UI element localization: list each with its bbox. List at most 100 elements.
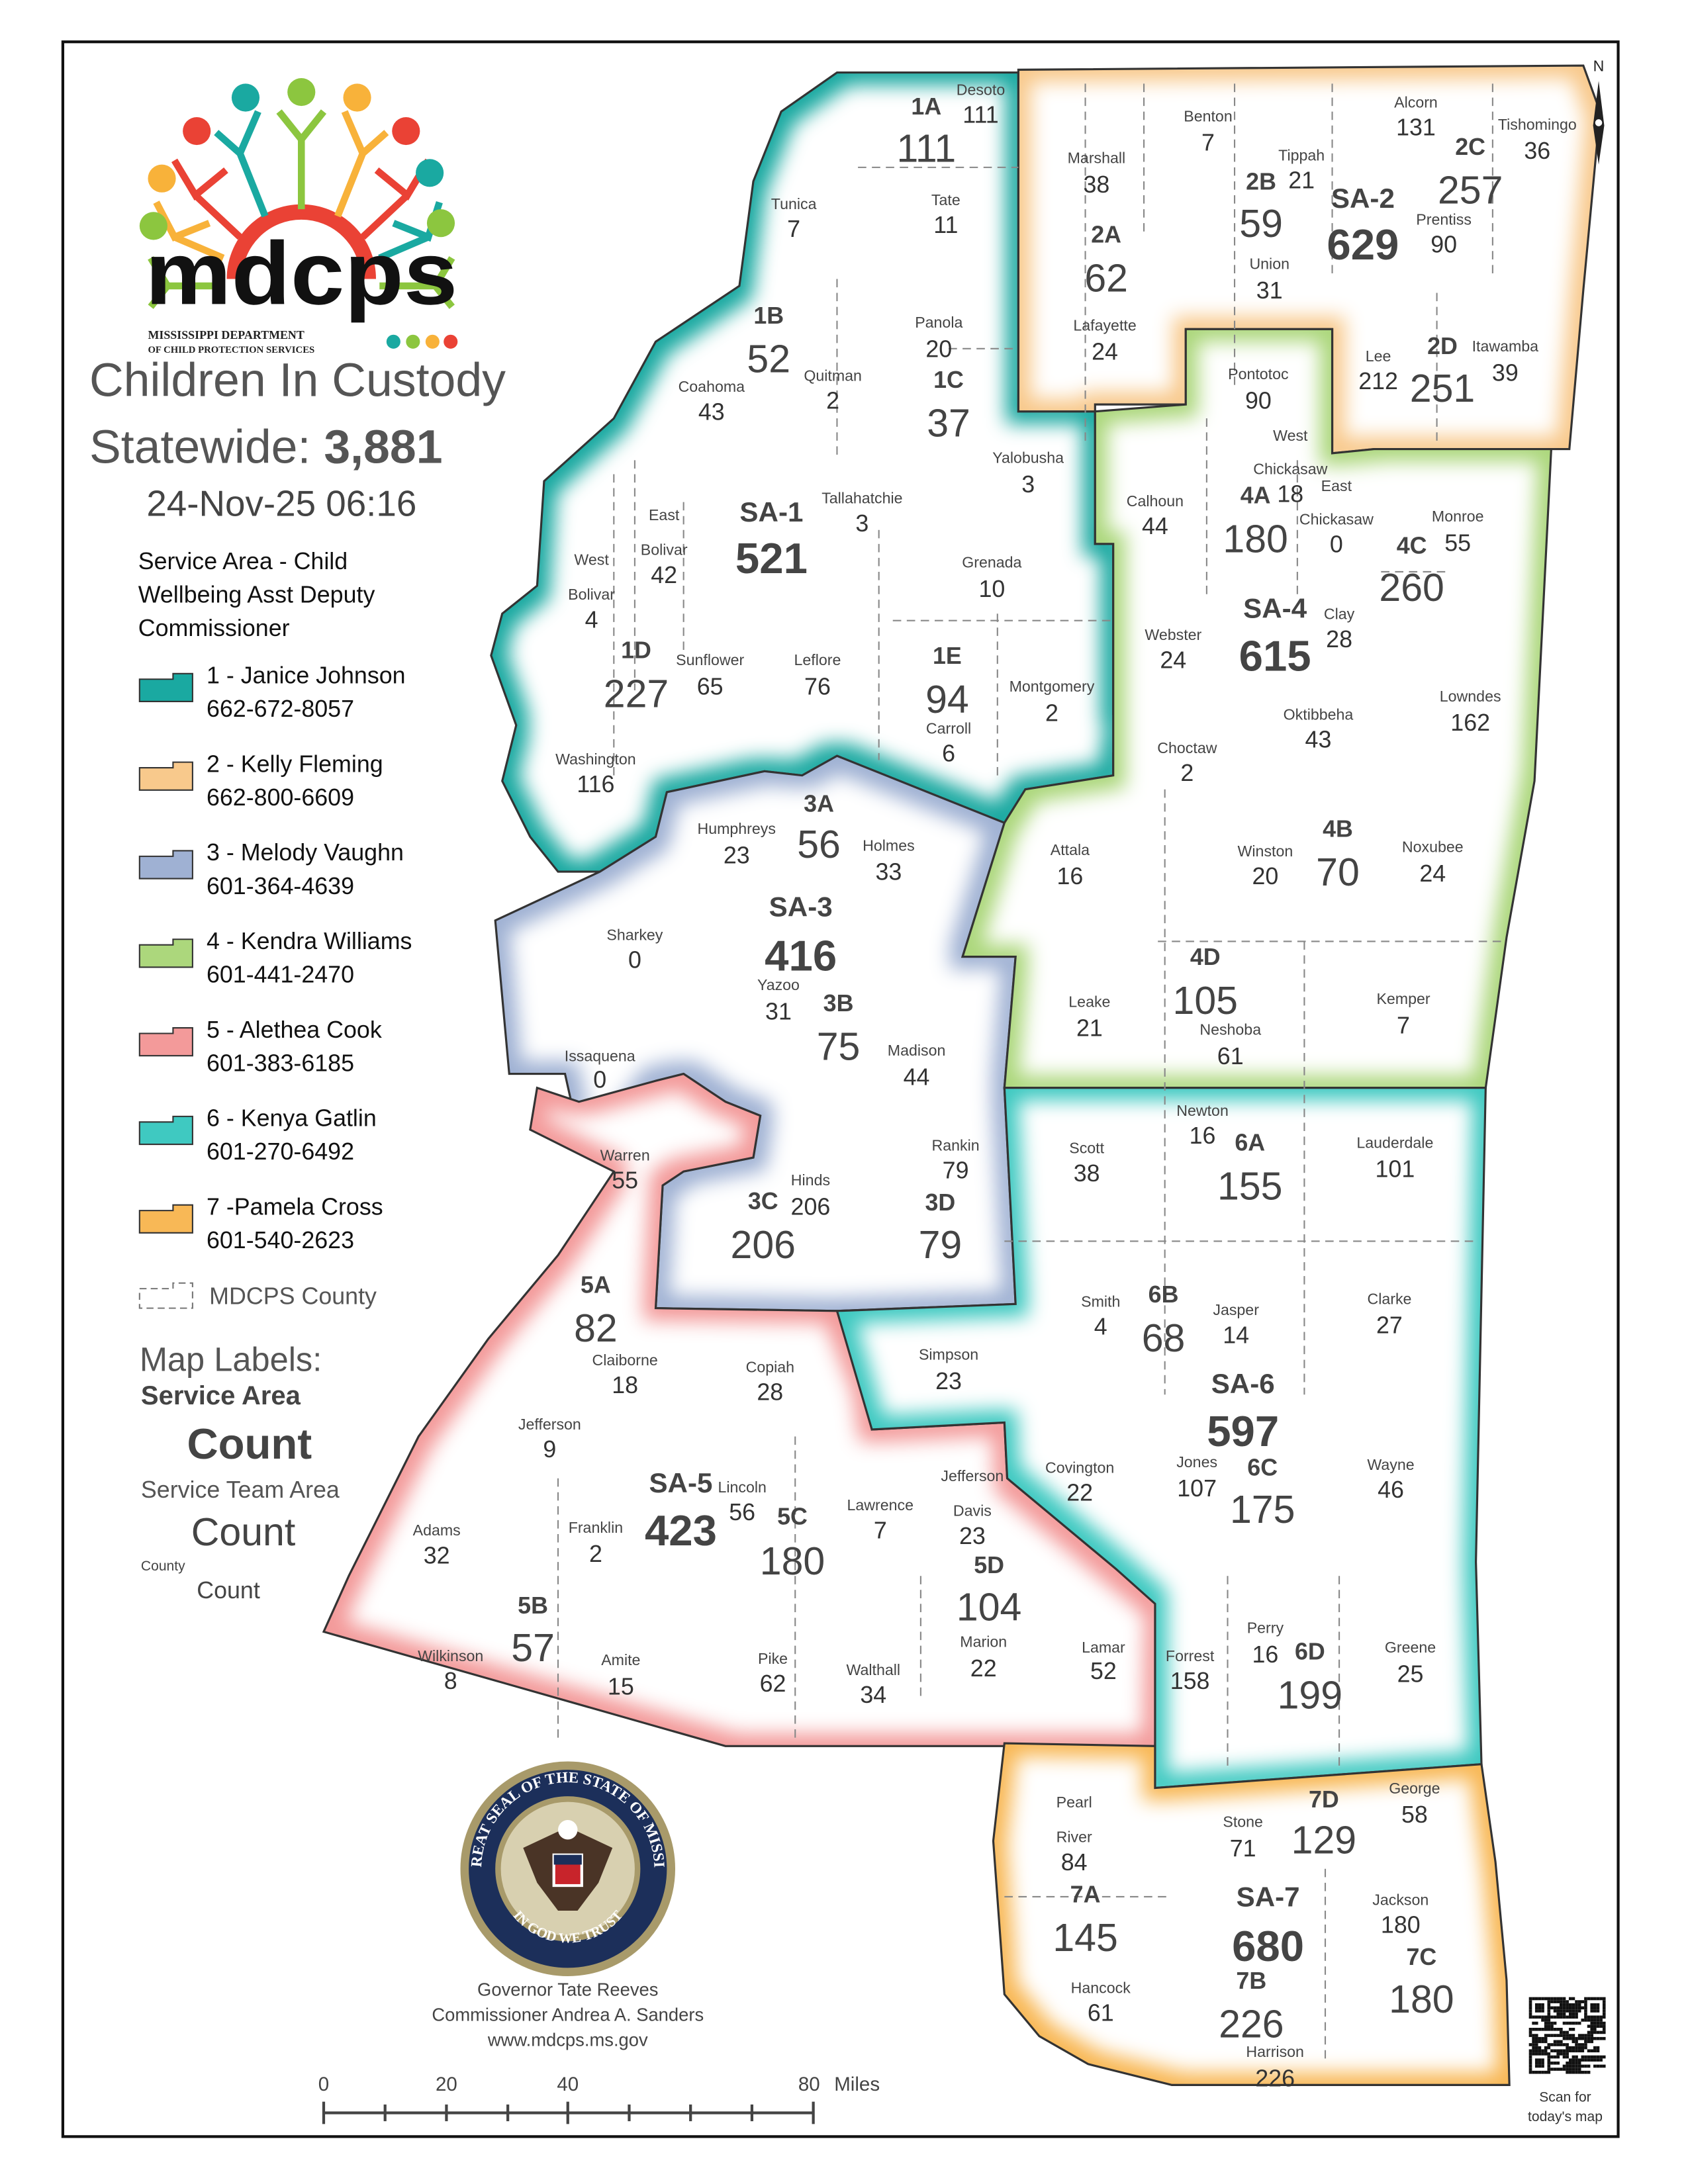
county-count: 76 xyxy=(804,673,831,700)
county-count: 31 xyxy=(1256,277,1283,304)
legend-phone: 601-540-2623 xyxy=(207,1227,354,1253)
county-count: 2 xyxy=(589,1541,602,1567)
statewide-total: Statewide: 3,881 xyxy=(89,421,443,474)
key-county-count: Count xyxy=(197,1577,260,1604)
key-county: County xyxy=(141,1559,185,1574)
county-count: 62 xyxy=(760,1670,786,1697)
logo-line1: MISSISSIPPI DEPARTMENT xyxy=(148,328,304,341)
county-name: Jasper xyxy=(1213,1301,1259,1318)
legend-phone: 662-672-8057 xyxy=(207,696,354,722)
service-area-count: 416 xyxy=(765,932,837,980)
county-name: Washington xyxy=(555,751,636,768)
team-area-label: 3A xyxy=(804,790,834,817)
county-name: Marshall xyxy=(1068,150,1126,167)
service-area-label: SA-3 xyxy=(769,891,833,922)
team-area-label: 2C xyxy=(1455,134,1485,160)
county-name: Grenada xyxy=(962,554,1021,571)
county-count: 111 xyxy=(962,101,998,128)
county-name: Union xyxy=(1249,255,1289,273)
county-name: Desoto xyxy=(957,81,1005,98)
scale-bar: 0 20 40 80 Miles xyxy=(318,2073,880,2124)
county-name: West xyxy=(574,551,609,568)
team-area-count: 145 xyxy=(1053,1916,1117,1960)
county-name: Tishomingo xyxy=(1498,116,1577,133)
team-area-label: 7D xyxy=(1309,1786,1339,1813)
county-count: 2 xyxy=(826,387,839,414)
county-name: Itawamba xyxy=(1472,338,1539,355)
key-heading: Map Labels: xyxy=(140,1340,322,1378)
team-area-label: 7A xyxy=(1070,1881,1101,1907)
county-count: 3 xyxy=(855,510,868,537)
legend-name: 3 - Melody Vaughn xyxy=(207,839,404,866)
service-area-label: SA-2 xyxy=(1331,183,1395,214)
county-name: Forrest xyxy=(1166,1647,1215,1664)
county-count: 36 xyxy=(1524,138,1550,164)
county-name: Adams xyxy=(413,1522,461,1539)
legend-heading-line: Wellbeing Asst Deputy xyxy=(138,581,375,608)
footer-website-link[interactable]: www.mdcps.ms.gov xyxy=(487,2029,648,2050)
county-count: 162 xyxy=(1450,709,1490,736)
county-name: Newton xyxy=(1176,1102,1229,1119)
service-area-label: SA-6 xyxy=(1211,1368,1275,1399)
legend-item: 6 - Kenya Gatlin601-270-6492 xyxy=(140,1105,377,1165)
legend-name: 4 - Kendra Williams xyxy=(207,928,412,954)
legend-swatch-icon xyxy=(140,939,193,967)
county-name: Choctaw xyxy=(1157,739,1217,756)
scale-tick-label: 80 xyxy=(798,2073,820,2095)
county-count: 61 xyxy=(1217,1043,1244,1069)
team-area-count: 82 xyxy=(574,1306,618,1350)
page-title: Children In Custody xyxy=(89,353,506,406)
county-name: Tate xyxy=(931,191,961,208)
team-area-count: 251 xyxy=(1410,367,1475,410)
county-count: 42 xyxy=(651,562,677,588)
county-boundary-swatch-icon xyxy=(140,1283,193,1308)
team-area-label: 3D xyxy=(925,1189,956,1216)
county-count: 43 xyxy=(698,398,725,425)
team-area-label: 5D xyxy=(974,1552,1004,1578)
team-area-count: 79 xyxy=(919,1223,962,1267)
county-name: Pontotoc xyxy=(1228,365,1288,383)
team-area-label: 2D xyxy=(1427,333,1458,359)
county-count: 44 xyxy=(904,1064,930,1090)
county-name: River xyxy=(1056,1829,1092,1846)
county-count: 0 xyxy=(1330,531,1343,557)
qr-code[interactable] xyxy=(1529,1997,1606,2074)
county-name: Attala xyxy=(1051,841,1090,858)
legend-heading-line: Commissioner xyxy=(138,615,290,641)
county-count: 38 xyxy=(1083,171,1109,198)
footer-governor: Governor Tate Reeves xyxy=(477,1979,658,2000)
scale-tick-label: 0 xyxy=(318,2073,329,2095)
service-area-label: SA-4 xyxy=(1243,593,1307,624)
county-count: 212 xyxy=(1358,368,1398,394)
county-count: 21 xyxy=(1076,1015,1103,1042)
county-name: Winston xyxy=(1238,842,1293,860)
north-label: N xyxy=(1593,57,1605,74)
team-area-count: 180 xyxy=(760,1539,825,1583)
service-area-count: 597 xyxy=(1207,1407,1279,1455)
team-area-label: 1B xyxy=(753,302,784,329)
legend-name: 1 - Janice Johnson xyxy=(207,662,406,689)
report-timestamp: 24-Nov-25 06:16 xyxy=(146,483,416,524)
county-count: 18 xyxy=(1277,481,1303,508)
team-area-count: 62 xyxy=(1084,256,1128,300)
service-area-count: 423 xyxy=(645,1506,717,1555)
county-count: 0 xyxy=(593,1067,606,1093)
legend-item: 5 - Alethea Cook601-383-6185 xyxy=(140,1017,382,1077)
county-count: 7 xyxy=(874,1517,887,1543)
county-name: East xyxy=(649,506,680,523)
county-name: Monroe xyxy=(1432,508,1484,525)
legend-heading-line: Service Area - Child xyxy=(138,548,348,574)
county-count: 2 xyxy=(1045,700,1058,726)
county-name: Lowndes xyxy=(1440,688,1501,705)
team-area-count: 68 xyxy=(1142,1316,1186,1360)
county-name: Jefferson xyxy=(941,1467,1004,1484)
county-count: 4 xyxy=(585,606,598,633)
county-count: 34 xyxy=(860,1682,886,1708)
county-name: Amite xyxy=(601,1651,640,1668)
county-name: Pike xyxy=(758,1650,788,1667)
county-name: Jones xyxy=(1176,1453,1217,1471)
team-area-label: 2B xyxy=(1246,169,1276,195)
scale-tick-label: 40 xyxy=(557,2073,579,2095)
team-area-count: 105 xyxy=(1173,979,1238,1023)
